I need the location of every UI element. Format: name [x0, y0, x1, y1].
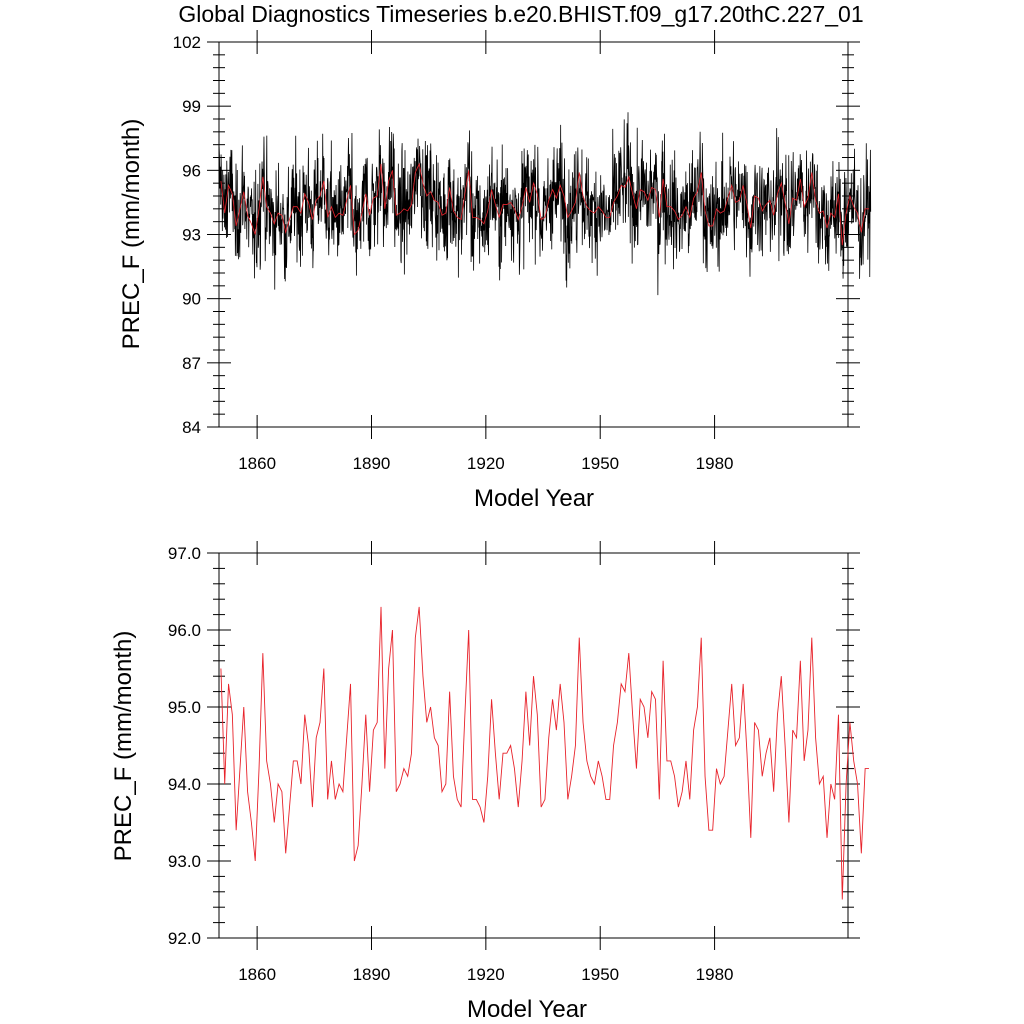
x-tick-label: 1860	[238, 965, 276, 984]
y-tick-label: 102	[173, 33, 201, 52]
top-axis-ticks	[207, 30, 860, 439]
annual-prec-line	[220, 606, 869, 900]
y-tick-label: 96.0	[168, 621, 201, 640]
x-tick-label: 1890	[353, 454, 391, 473]
y-tick-label: 93	[182, 226, 201, 245]
x-tick-label: 1950	[581, 454, 619, 473]
y-tick-label: 90	[182, 290, 201, 309]
top-y-axis-label: PREC_F (mm/month)	[118, 119, 145, 350]
y-tick-label: 92.0	[168, 929, 201, 948]
x-tick-label: 1980	[696, 454, 734, 473]
x-tick-label: 1920	[467, 965, 505, 984]
x-tick-label: 1920	[467, 454, 505, 473]
y-tick-label: 93.0	[168, 852, 201, 871]
bottom-x-axis-label: Model Year	[467, 996, 587, 1023]
x-tick-label: 1950	[581, 965, 619, 984]
figure-title: Global Diagnostics Timeseries b.e20.BHIS…	[178, 1, 863, 27]
bottom-y-tick-labels: 92.0 93.0 94.0 95.0 96.0 97.0	[168, 544, 201, 948]
bottom-panel: 92.0 93.0 94.0 95.0 96.0 97.0 1860 1890 1920 195…	[110, 541, 869, 1023]
bottom-y-axis-label: PREC_F (mm/month)	[110, 631, 137, 862]
top-x-tick-labels: 1860 1890 1920 1950 1980	[238, 454, 733, 473]
y-tick-label: 87	[182, 354, 201, 373]
y-tick-label: 84	[182, 418, 201, 437]
y-tick-label: 97.0	[168, 544, 201, 563]
y-tick-label: 99	[182, 97, 201, 116]
bottom-plot-frame	[218, 552, 849, 939]
top-x-axis-label: Model Year	[474, 485, 594, 512]
bottom-x-tick-labels: 1860 1890 1920 1950 1980	[238, 965, 733, 984]
bottom-axis-ticks	[207, 541, 860, 950]
x-tick-label: 1860	[238, 454, 276, 473]
y-tick-label: 95.0	[168, 698, 201, 717]
y-tick-label: 96	[182, 161, 201, 180]
top-y-tick-labels: 84 87 90 93 96 99 102	[173, 33, 201, 437]
y-tick-label: 94.0	[168, 775, 201, 794]
top-panel: 84 87 90 93 96 99 102 1860 1890 1920 1950 1980 Mod…	[118, 30, 872, 512]
x-tick-label: 1890	[353, 965, 391, 984]
x-tick-label: 1980	[696, 965, 734, 984]
monthly-prec-line	[218, 112, 872, 296]
annual-prec-line-top	[220, 162, 869, 246]
